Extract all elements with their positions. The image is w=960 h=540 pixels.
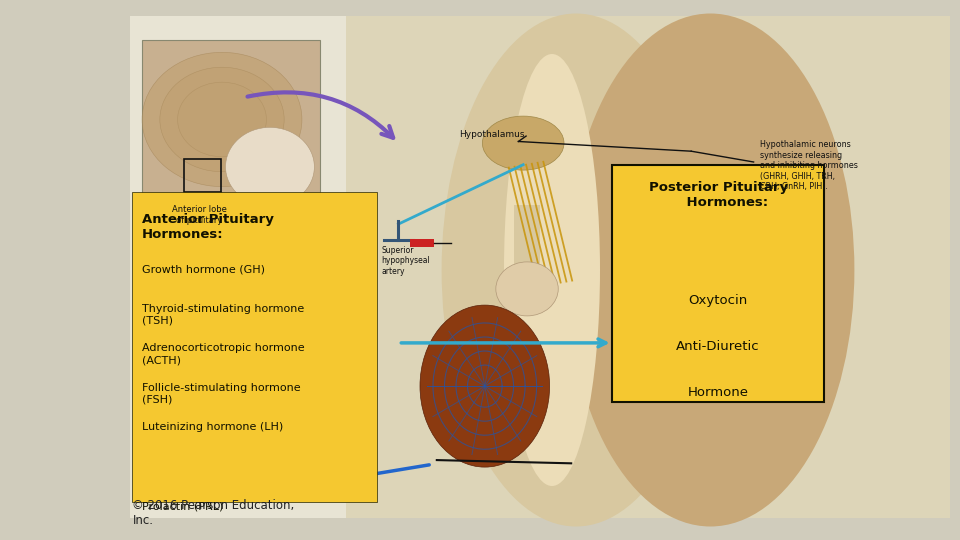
- Text: Oxytocin: Oxytocin: [688, 294, 748, 307]
- Ellipse shape: [142, 52, 301, 187]
- Bar: [184, 159, 221, 192]
- Text: Adrenocorticotropic hormone
(ACTH): Adrenocorticotropic hormone (ACTH): [142, 343, 304, 365]
- Bar: [130, 16, 950, 518]
- Text: Prolactin (PRL): Prolactin (PRL): [142, 501, 224, 511]
- Text: © 2016 Pearson Education,
Inc.: © 2016 Pearson Education, Inc.: [132, 498, 295, 526]
- Text: Posterior Pituitary
    Hormones:: Posterior Pituitary Hormones:: [649, 181, 787, 209]
- Bar: [410, 239, 434, 247]
- Text: Luteinizing hormone (LH): Luteinizing hormone (LH): [142, 422, 283, 433]
- Ellipse shape: [504, 54, 600, 486]
- Ellipse shape: [159, 68, 284, 172]
- Text: Hypothalamus: Hypothalamus: [459, 130, 524, 139]
- Ellipse shape: [178, 82, 266, 157]
- Text: Thyroid-stimulating hormone
(TSH): Thyroid-stimulating hormone (TSH): [142, 304, 304, 326]
- Bar: [514, 205, 540, 270]
- Text: Anterior lobe
of pituitary: Anterior lobe of pituitary: [172, 205, 228, 225]
- Bar: [132, 192, 377, 502]
- Bar: [612, 165, 824, 402]
- Ellipse shape: [496, 262, 559, 316]
- Ellipse shape: [566, 14, 854, 526]
- Text: Hypothalamic neurons
synthesize releasing
and inhibiting hormones
(GHRH, GHIH, T: Hypothalamic neurons synthesize releasin…: [760, 140, 858, 191]
- Ellipse shape: [420, 305, 549, 467]
- Text: Follicle-stimulating hormone
(FSH): Follicle-stimulating hormone (FSH): [142, 383, 300, 404]
- Ellipse shape: [442, 14, 710, 526]
- Text: Hormone: Hormone: [687, 386, 749, 399]
- Text: Anti-Diuretic: Anti-Diuretic: [676, 340, 760, 353]
- Text: Superior
hypophyseal
artery: Superior hypophyseal artery: [381, 246, 430, 275]
- Text: Growth hormone (GH): Growth hormone (GH): [142, 265, 265, 275]
- Bar: [346, 16, 950, 518]
- Text: Anterior Pituitary
Hormones:: Anterior Pituitary Hormones:: [142, 213, 274, 241]
- Bar: [142, 40, 320, 216]
- Ellipse shape: [226, 127, 314, 206]
- Ellipse shape: [483, 116, 564, 170]
